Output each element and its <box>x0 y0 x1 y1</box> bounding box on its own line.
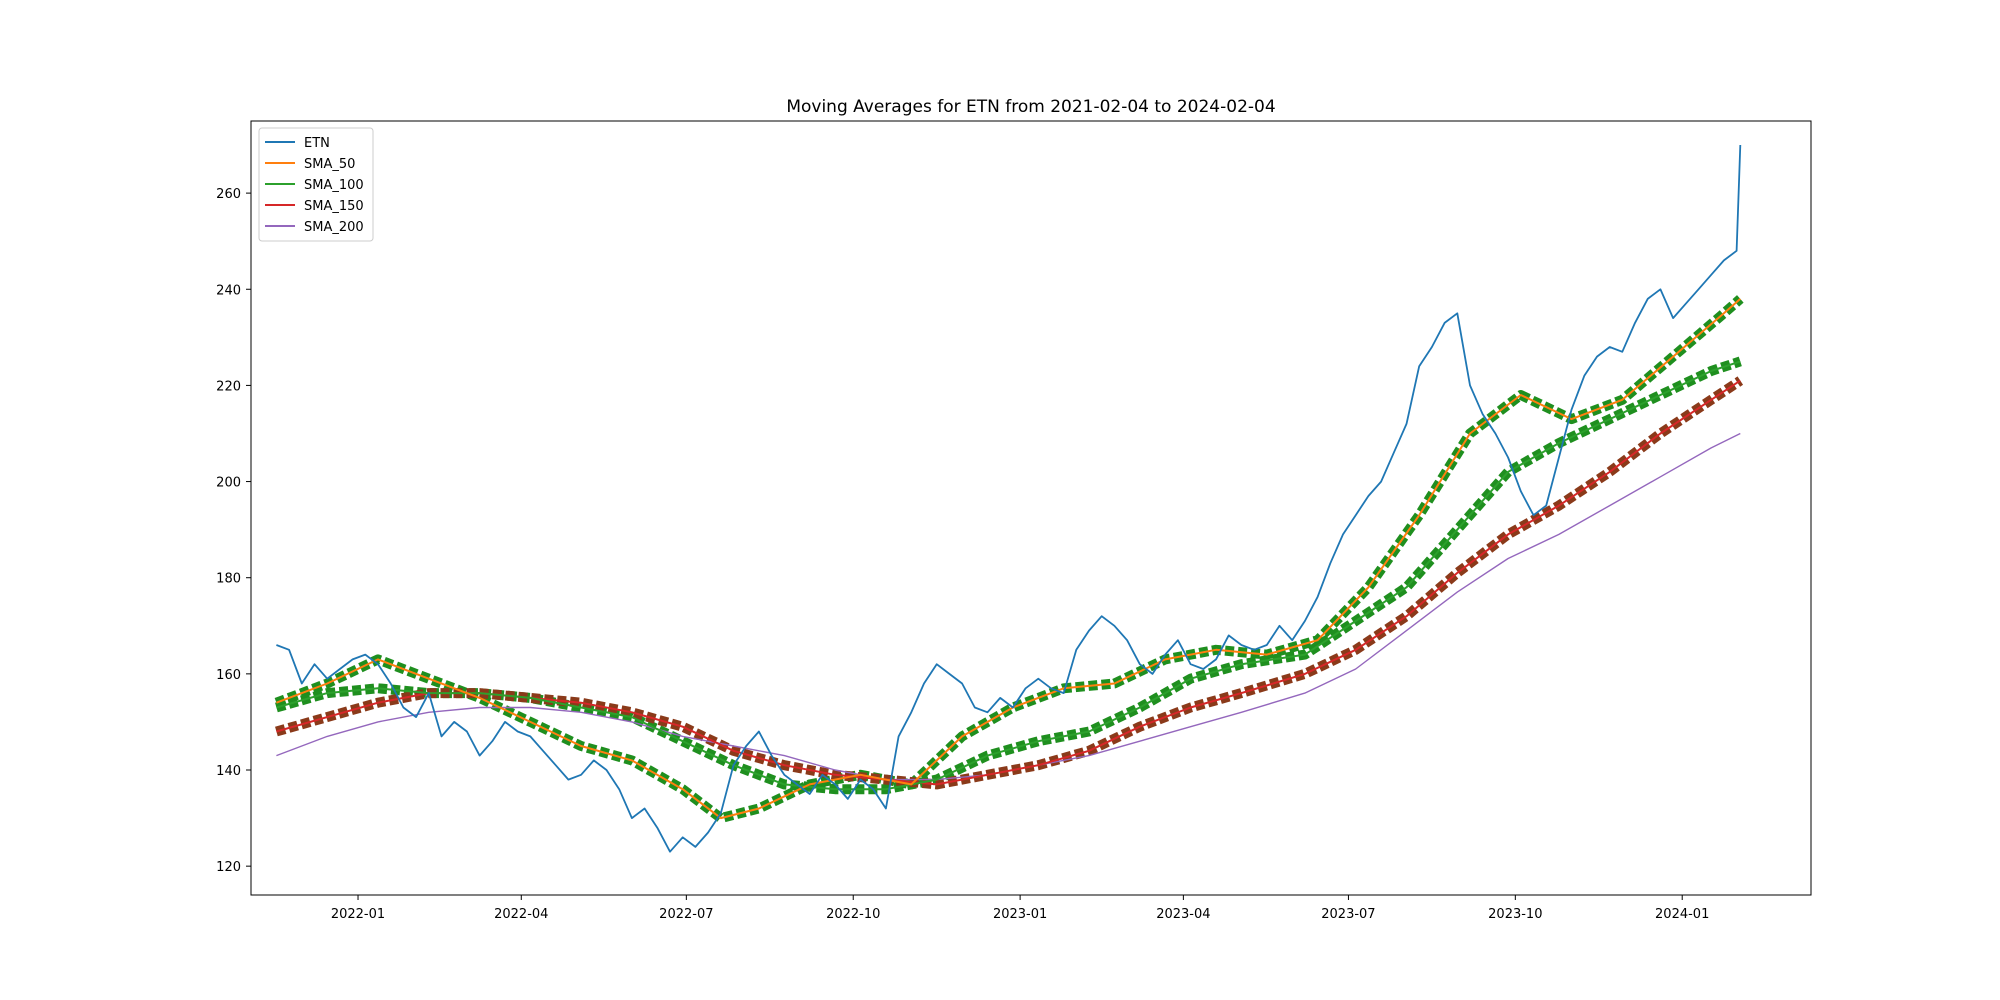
series-layer <box>276 144 1742 853</box>
x-axis: 2022-01 2022-04 2022-07 2022-10 2023-01 2023-… <box>331 895 1709 922</box>
x-tick-label: 2023-07 <box>1321 907 1375 922</box>
legend: ETN SMA_50 SMA_100 SMA_150 SMA_200 <box>258 127 374 242</box>
y-tick-label: 160 <box>216 668 241 683</box>
chart-title: Moving Averages for ETN from 2021-02-04 … <box>786 97 1275 117</box>
legend-box <box>258 127 374 242</box>
y-tick-label: 120 <box>216 860 241 875</box>
x-tick-label: 2023-04 <box>1156 907 1210 922</box>
x-tick-label: 2024-01 <box>1655 907 1709 922</box>
legend-label: SMA_50 <box>304 157 355 172</box>
series-line-etn <box>276 144 1742 853</box>
legend-label: SMA_150 <box>304 199 364 214</box>
legend-label: SMA_200 <box>304 220 364 235</box>
y-tick-label: 220 <box>216 379 241 394</box>
x-tick-label: 2023-10 <box>1488 907 1542 922</box>
x-tick-label: 2023-01 <box>993 907 1047 922</box>
series-line-sma-100 <box>276 360 1741 791</box>
x-tick-label: 2022-04 <box>494 907 548 922</box>
legend-label: ETN <box>304 136 330 151</box>
legend-label: SMA_100 <box>304 178 364 193</box>
y-axis: 120 140 160 180 200 220 240 260 <box>216 187 251 875</box>
x-tick-label: 2022-10 <box>826 907 880 922</box>
x-tick-label: 2022-07 <box>659 907 713 922</box>
y-tick-label: 200 <box>216 476 241 491</box>
y-tick-label: 260 <box>216 187 241 202</box>
plot-frame <box>250 120 1812 896</box>
y-tick-label: 140 <box>216 764 241 779</box>
x-tick-label: 2022-01 <box>331 907 385 922</box>
y-tick-label: 240 <box>216 283 241 298</box>
y-tick-label: 180 <box>216 572 241 587</box>
